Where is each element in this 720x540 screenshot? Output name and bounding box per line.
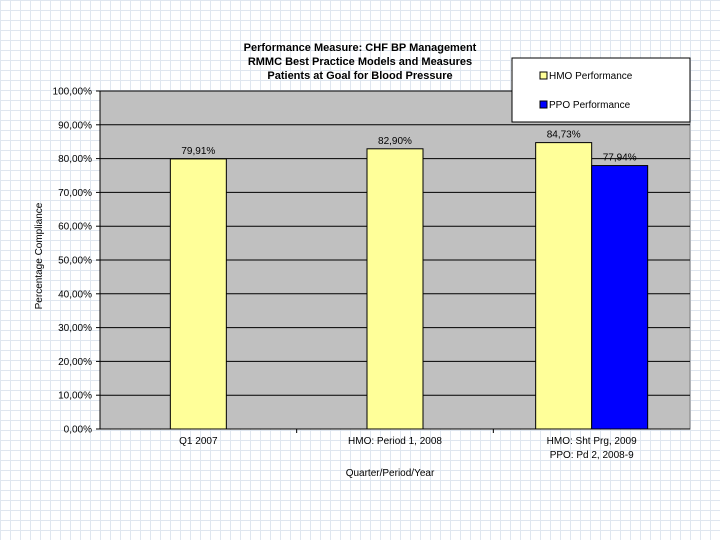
y-tick-label: 100,00%	[53, 87, 93, 98]
data-label: 84,73%	[547, 130, 581, 141]
chart-title-line: Performance Measure: CHF BP Management	[244, 42, 477, 54]
chart-title-line: Patients at Goal for Blood Pressure	[267, 70, 452, 82]
legend-label: HMO Performance	[549, 71, 633, 82]
bar-hmo	[169, 158, 227, 430]
chart-title: Performance Measure: CHF BP Management RM…	[244, 42, 477, 82]
y-axis-label: Percentage Compliance	[34, 202, 45, 309]
legend-swatch-hmo	[539, 71, 548, 80]
legend: HMO Performance PPO Performance	[511, 57, 691, 123]
y-tick-label: 0,00%	[64, 425, 92, 436]
y-tick-label: 50,00%	[58, 256, 92, 267]
data-labels: 79,91% 82,90% 84,73% 77,94%	[181, 130, 636, 164]
bar-hmo	[366, 148, 424, 430]
chart-title-line: RMMC Best Practice Models and Measures	[248, 56, 472, 68]
x-category-label: HMO: Sht Prg, 2009	[547, 436, 637, 447]
data-label: 79,91%	[181, 146, 215, 157]
y-tick-label: 90,00%	[58, 120, 92, 131]
x-category-label: PPO: Pd 2, 2008-9	[550, 450, 634, 461]
data-label: 82,90%	[378, 136, 412, 147]
x-axis-categories: Q1 2007 HMO: Period 1, 2008 HMO: Sht Prg, …	[179, 429, 637, 461]
legend-swatch-ppo	[539, 100, 548, 109]
y-axis-ticks: 0,00% 10,00% 20,00% 30,00% 40,00% 50,00% 60,00…	[53, 87, 100, 436]
legend-label: PPO Performance	[549, 100, 631, 111]
data-label: 77,94%	[603, 153, 637, 164]
y-tick-label: 20,00%	[58, 357, 92, 368]
x-category-label: Q1 2007	[179, 436, 218, 447]
bar-hmo	[535, 142, 593, 430]
y-tick-label: 40,00%	[58, 289, 92, 300]
bars	[169, 142, 649, 430]
x-axis-label: Quarter/Period/Year	[346, 468, 435, 479]
y-tick-label: 60,00%	[58, 222, 92, 233]
bar-ppo	[591, 165, 649, 430]
x-category-label: HMO: Period 1, 2008	[348, 436, 442, 447]
y-tick-label: 30,00%	[58, 323, 92, 334]
y-tick-label: 70,00%	[58, 188, 92, 199]
y-tick-label: 10,00%	[58, 391, 92, 402]
y-tick-label: 80,00%	[58, 154, 92, 165]
legend-box	[511, 57, 691, 123]
